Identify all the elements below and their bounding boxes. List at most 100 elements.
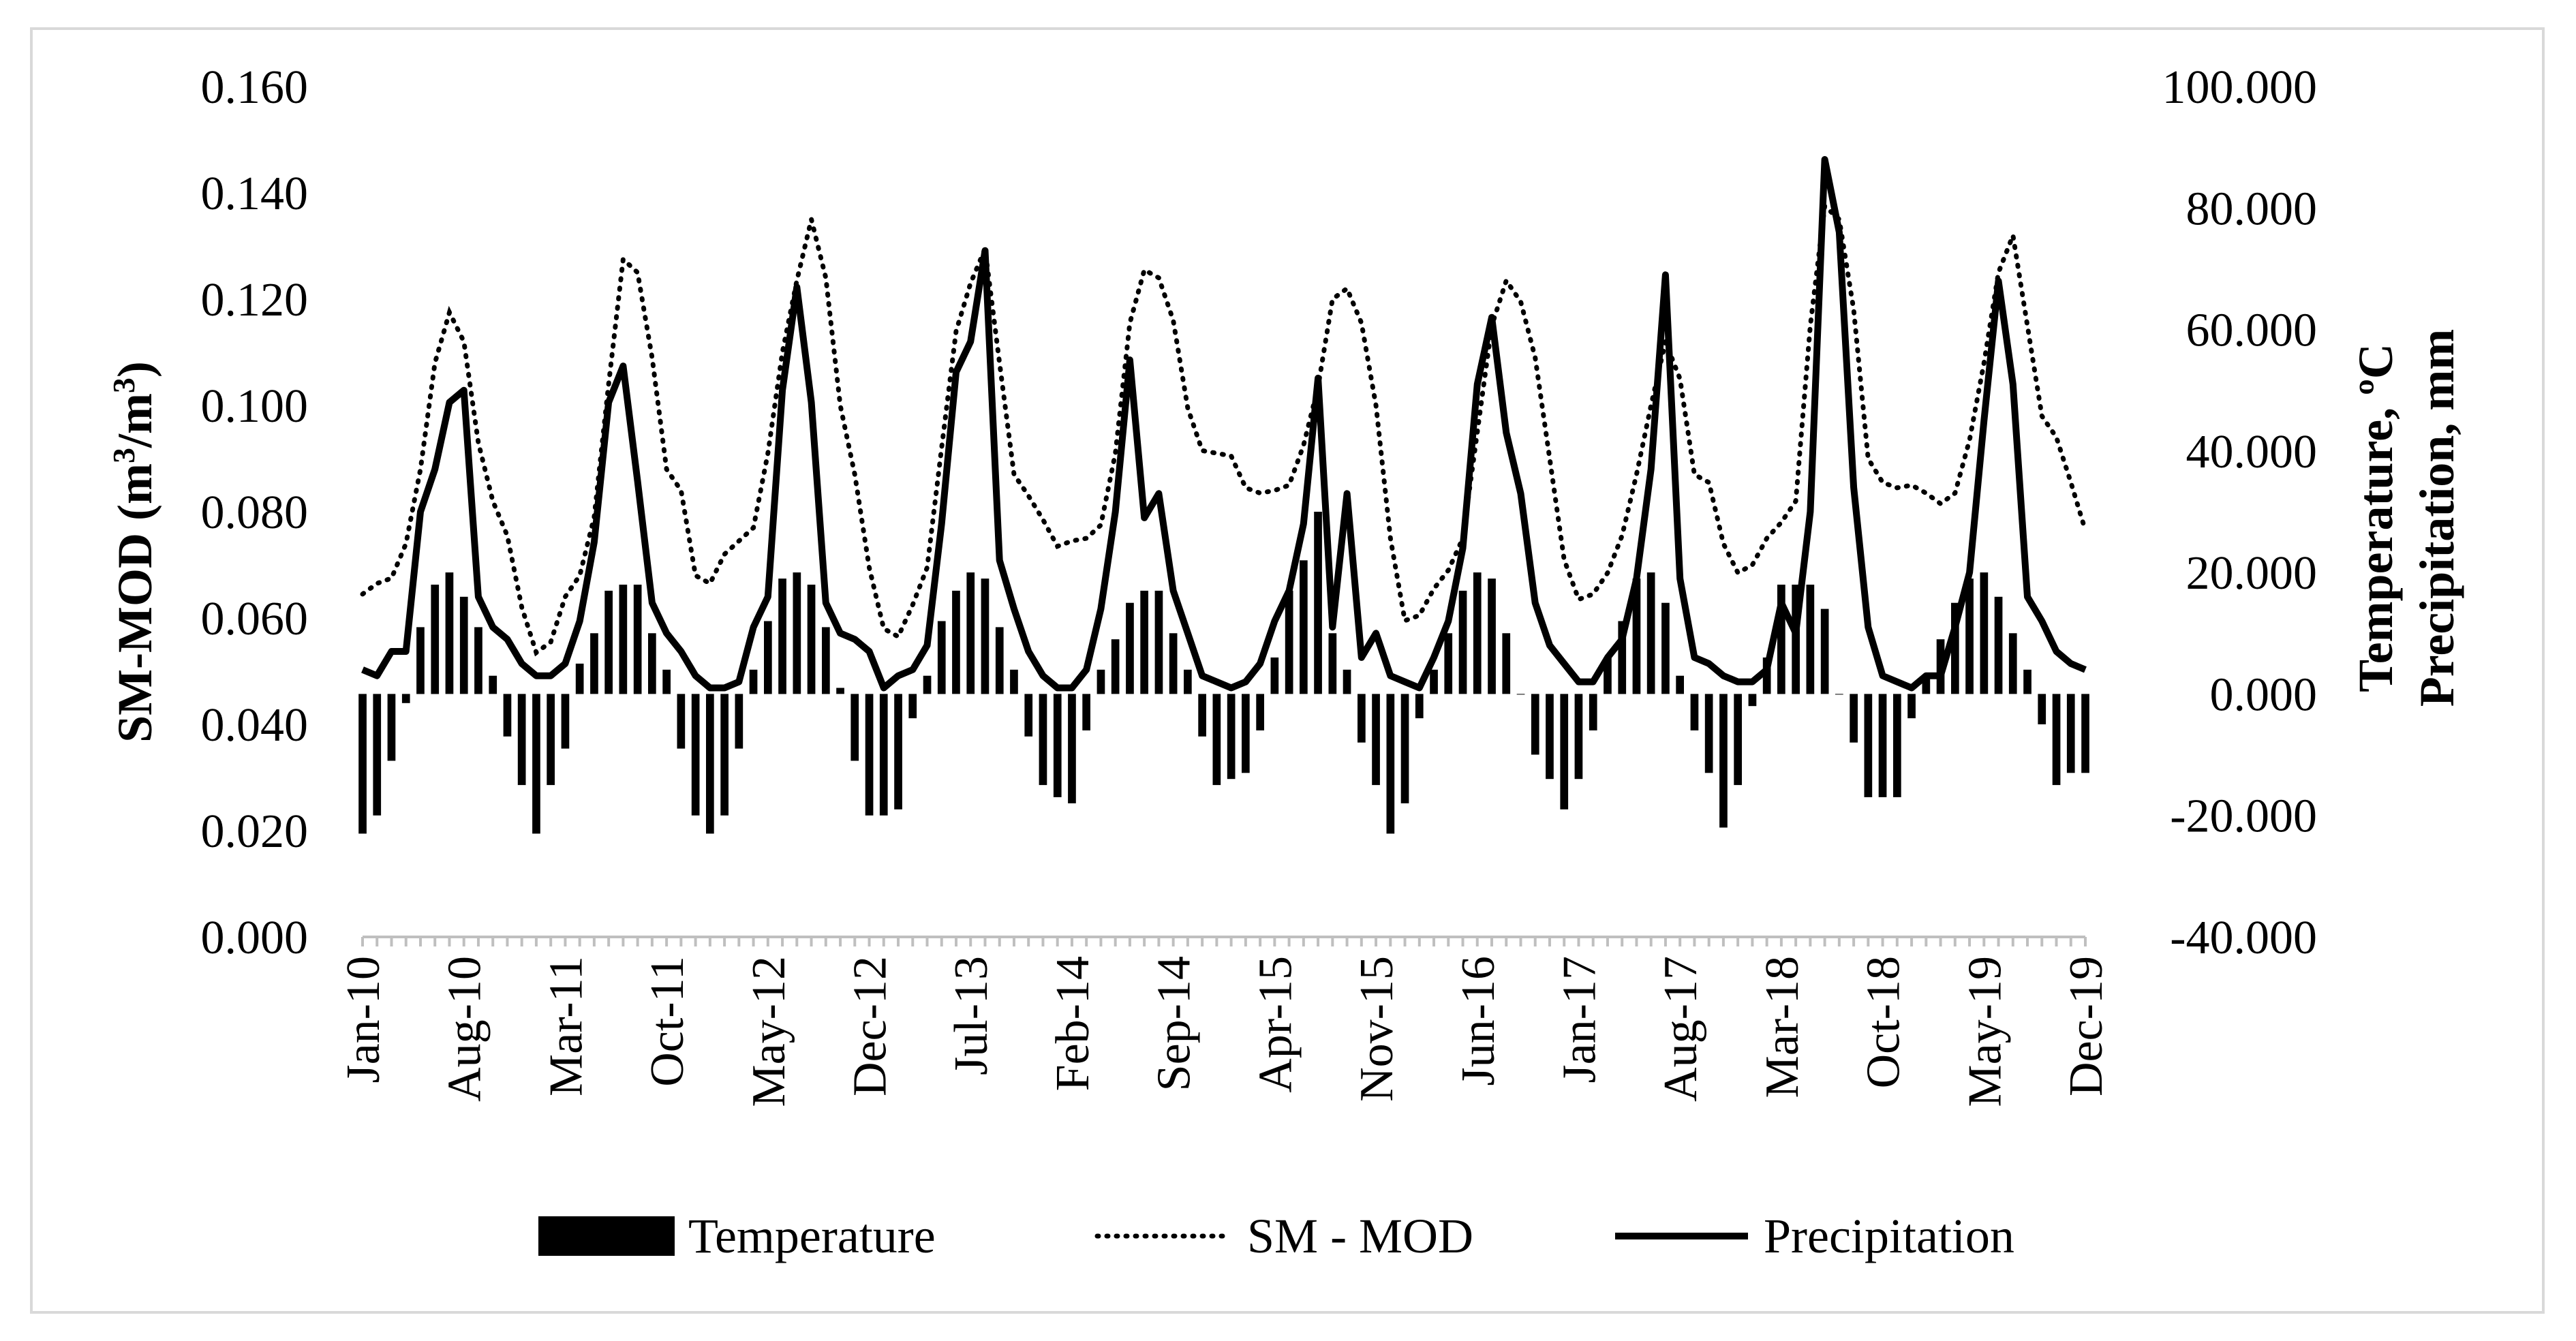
temperature-bar xyxy=(691,694,700,816)
temperature-bar xyxy=(532,694,540,834)
temperature-bar xyxy=(1734,694,1742,786)
temperature-bar xyxy=(1980,572,1989,694)
temperature-bar xyxy=(648,633,656,694)
temperature-bar xyxy=(1820,608,1829,694)
temperature-bar xyxy=(1676,675,1684,694)
left-tick-label: 0.000 xyxy=(201,912,309,964)
temperature-bar xyxy=(1690,694,1699,730)
temperature-bar xyxy=(981,579,990,694)
x-tick-label: May-19 xyxy=(1959,956,2011,1107)
right-tick-label: 60.000 xyxy=(2186,305,2318,357)
temperature-bar xyxy=(1604,657,1612,694)
temperature-bar xyxy=(1212,694,1221,786)
temperature-bar xyxy=(822,627,830,694)
temperature-bar xyxy=(1907,694,1916,719)
right-axis-ticks: -40.000 -20.000 0.000 20.000 40.000 60.000 80.… xyxy=(2162,61,2318,964)
left-tick-label: 0.080 xyxy=(201,487,309,539)
left-tick-label: 0.160 xyxy=(201,61,309,114)
temperature-bar xyxy=(1965,579,1974,694)
temperature-bar xyxy=(1198,694,1206,737)
temperature-bar xyxy=(1748,694,1757,707)
right-tick-label: 0.000 xyxy=(2210,668,2318,721)
temperature-bar xyxy=(1893,694,1901,797)
x-tick-label: Jun-16 xyxy=(1452,956,1505,1086)
temperature-bar xyxy=(764,621,772,694)
temperature-bar xyxy=(1343,669,1351,694)
temperature-bar xyxy=(1430,669,1438,694)
temperature-bar xyxy=(1589,694,1597,730)
temperature-bar xyxy=(793,572,801,694)
temperature-bar xyxy=(431,585,440,694)
temperature-bar xyxy=(1719,694,1728,828)
temperature-bar xyxy=(489,675,497,694)
temperature-bar xyxy=(1256,694,1264,730)
temperature-bar xyxy=(1531,694,1539,755)
temperature-bar xyxy=(358,694,367,834)
temperature-bar xyxy=(966,572,975,694)
temperature-bar xyxy=(2023,669,2031,694)
left-tick-label: 0.040 xyxy=(201,699,309,752)
left-tick-label: 0.100 xyxy=(201,380,309,433)
temperature-bar xyxy=(547,694,555,786)
temperature-bar xyxy=(894,694,902,810)
temperature-bar xyxy=(1184,669,1192,694)
temperature-bar xyxy=(1704,694,1713,773)
temperature-bar xyxy=(1386,694,1395,834)
temperature-bar xyxy=(1082,694,1090,730)
x-tick-label: Oct-18 xyxy=(1858,956,1910,1088)
temperature-bar xyxy=(445,572,454,694)
temperature-bar xyxy=(1792,585,1800,694)
temperature-bar xyxy=(1140,590,1148,694)
temperature-bar xyxy=(1285,590,1293,694)
temperature-bar xyxy=(937,621,946,694)
temperature-bar xyxy=(706,694,714,834)
temperature-bar xyxy=(387,694,396,761)
temperature-bar xyxy=(1473,572,1482,694)
precipitation-line xyxy=(361,156,2087,692)
temperature-bar xyxy=(1126,602,1134,694)
temperature-bar xyxy=(1444,633,1453,694)
temperature-bar xyxy=(1878,694,1887,797)
temperature-bar xyxy=(1415,694,1424,719)
temperature-bar xyxy=(1358,694,1366,743)
left-tick-label: 0.020 xyxy=(201,805,309,858)
right-tick-label: -20.000 xyxy=(2170,790,2317,843)
temperature-bar xyxy=(720,694,729,816)
right-tick-label: 80.000 xyxy=(2186,183,2318,235)
temperature-bar xyxy=(749,669,758,694)
temperature-bar xyxy=(1661,602,1670,694)
legend: Temperature SM - MOD Precipitation xyxy=(538,1209,2014,1263)
right-axis-title-line2: Precipitation, mm xyxy=(2410,329,2464,707)
temperature-bar xyxy=(1328,633,1337,694)
x-tick-label: Mar-11 xyxy=(540,956,592,1096)
legend-precipitation-label: Precipitation xyxy=(1764,1209,2014,1263)
temperature-bar xyxy=(2052,694,2061,786)
temperature-bar xyxy=(850,694,859,761)
temperature-bar xyxy=(590,633,598,694)
temperature-bar xyxy=(1010,669,1018,694)
x-axis-labels: Jan-10 Aug-10 Mar-11 Oct-11 May-12 Dec-12 Jul-… xyxy=(337,956,2113,1107)
temperature-bar xyxy=(2038,694,2046,724)
temperature-bar xyxy=(633,585,642,694)
temperature-bar xyxy=(1850,694,1858,743)
temperature-bar xyxy=(1951,602,1959,694)
temperature-bar xyxy=(1502,633,1511,694)
x-tick-label: Dec-19 xyxy=(2060,956,2113,1096)
temperature-bar xyxy=(923,675,932,694)
temperature-bar xyxy=(1762,657,1771,694)
temperature-bar xyxy=(619,585,628,694)
temperature-bar xyxy=(1024,694,1033,737)
temperature-bar xyxy=(1053,694,1062,797)
temperature-bar xyxy=(908,694,917,719)
left-tick-label: 0.140 xyxy=(201,168,309,220)
temperature-bar xyxy=(561,694,570,749)
x-tick-label: Jan-17 xyxy=(1554,956,1606,1083)
x-tick-label: Oct-11 xyxy=(641,956,694,1087)
right-tick-label: -40.000 xyxy=(2170,912,2317,964)
x-tick-label: Mar-18 xyxy=(1756,956,1809,1098)
temperature-bar xyxy=(1864,694,1873,797)
left-tick-label: 0.120 xyxy=(201,274,309,326)
temperature-bar xyxy=(2066,694,2075,773)
temperature-bar xyxy=(1400,694,1409,803)
